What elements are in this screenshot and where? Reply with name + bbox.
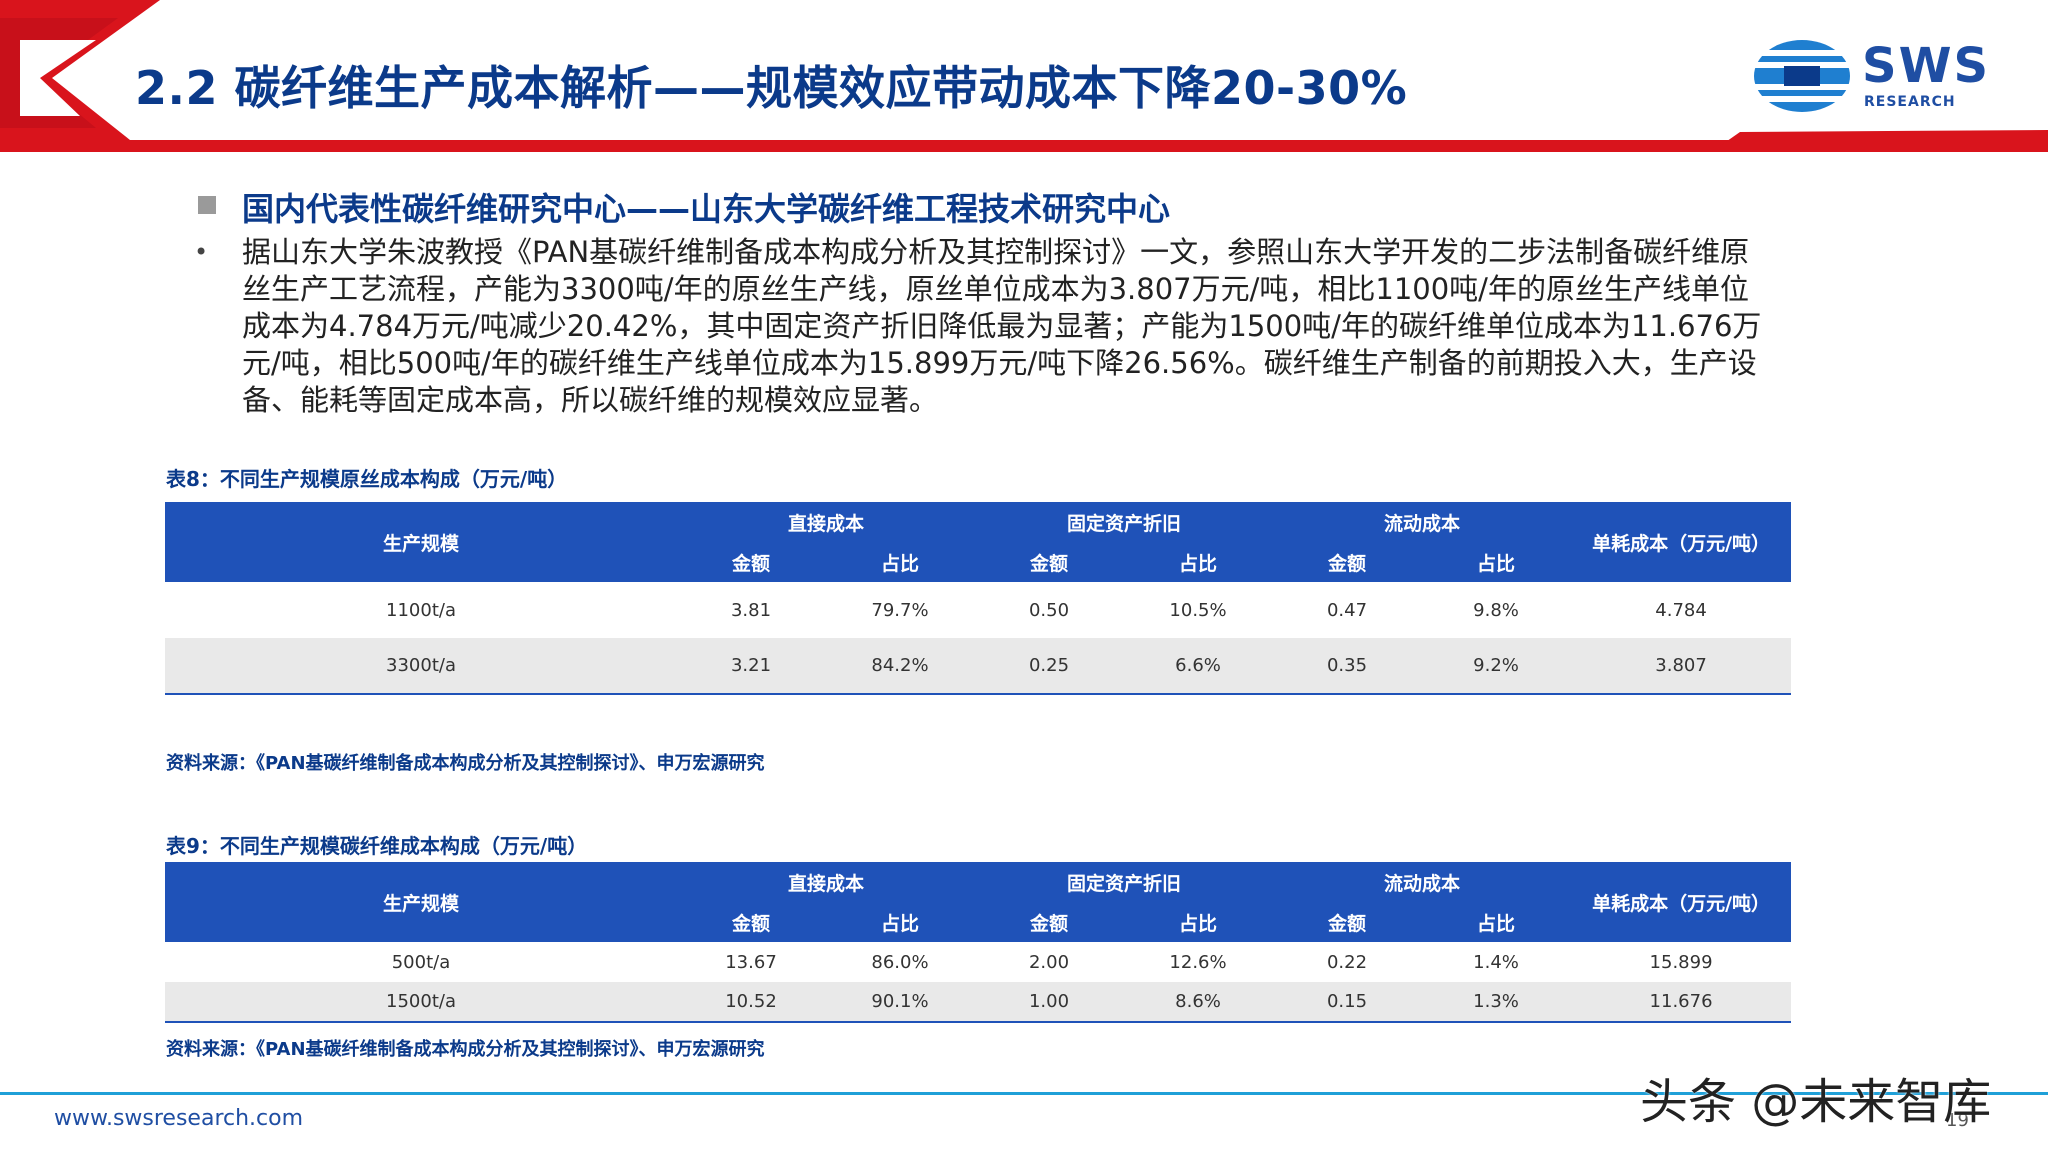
table-cell: 84.2% xyxy=(825,638,976,695)
table-cell: 3300t/a xyxy=(165,638,677,695)
table-cell: 0.35 xyxy=(1273,638,1422,695)
table8-header-ratio: 占比 xyxy=(1123,542,1274,582)
table9-header-flow: 流动成本 xyxy=(1273,862,1572,902)
table-cell: 0.47 xyxy=(1326,599,1368,621)
table-row: 1500t/a 10.52 90.1% 1.00 8.6% 0.15 1.3% … xyxy=(165,982,1792,1023)
table9-header-unit: 单耗成本（万元/吨） xyxy=(1571,862,1792,942)
table8-header-amount: 金额 xyxy=(975,542,1124,582)
table-cell: 86.0% xyxy=(871,951,929,973)
header-white-cut xyxy=(20,40,96,116)
table-cell: 0.50 xyxy=(1028,599,1070,621)
table8-header-ratio: 占比 xyxy=(825,542,976,582)
square-bullet-icon xyxy=(198,196,216,214)
table9-header-ratio: 占比 xyxy=(825,902,976,942)
table9-header-ratio: 占比 xyxy=(1421,902,1572,942)
globe-logo-icon xyxy=(1754,40,1850,112)
table-row: 500t/a 13.67 86.0% 2.00 12.6% 0.22 1.4% … xyxy=(165,942,1791,982)
table8-header-amount: 金额 xyxy=(1273,542,1422,582)
table9-caption: 表9：不同生产规模碳纤维成本构成（万元/吨） xyxy=(166,834,588,858)
table9-source: 资料来源：《PAN基碳纤维制备成本构成分析及其控制探讨》、申万宏源研究 xyxy=(166,1039,765,1060)
section-heading-text: 国内代表性碳纤维研究中心——山东大学碳纤维工程技术研究中心 xyxy=(242,190,1171,228)
table-cell: 3.81 xyxy=(730,599,772,621)
table-row: 3300t/a 3.21 84.2% 0.25 6.6% 0.35 9.2% 3… xyxy=(165,638,1792,695)
table-cell: 9.8% xyxy=(1473,599,1519,621)
table9-header-amount: 金额 xyxy=(677,902,825,942)
logo-subtext: RESEARCH xyxy=(1864,94,1956,110)
table-cell: 1100t/a xyxy=(386,599,456,621)
table8-header-ratio: 占比 xyxy=(1421,542,1572,582)
page-number: 19 xyxy=(1946,1110,1969,1131)
table-cell: 0.25 xyxy=(975,638,1124,695)
table-cell: 8.6% xyxy=(1123,982,1274,1023)
table-cell: 1500t/a xyxy=(165,982,677,1023)
table-cell: 2.00 xyxy=(1028,951,1070,973)
table-cell: 1.4% xyxy=(1473,951,1519,973)
footer-divider xyxy=(0,1092,2048,1095)
page-title: 2.2 碳纤维生产成本解析——规模效应带动成本下降20-30% xyxy=(135,61,1408,115)
table-cell: 11.676 xyxy=(1571,982,1792,1023)
table8-header-amount: 金额 xyxy=(677,542,825,582)
table9-header-ratio: 占比 xyxy=(1123,902,1274,942)
table-cell: 10.5% xyxy=(1169,599,1227,621)
table-cell: 12.6% xyxy=(1169,951,1227,973)
bullet-dot: • xyxy=(194,238,209,266)
table-cell: 3.807 xyxy=(1571,638,1792,695)
table-cell: 10.52 xyxy=(677,982,825,1023)
table-row: 1100t/a 3.81 79.7% 0.50 10.5% 0.47 9.8% … xyxy=(165,582,1791,638)
table8: 生产规模 直接成本 固定资产折旧 流动成本 单耗成本（万元/吨） 金额 占比 金… xyxy=(165,502,1792,695)
table-cell: 3.21 xyxy=(677,638,825,695)
footer-url-link[interactable]: www.swsresearch.com xyxy=(54,1106,304,1131)
table-cell: 6.6% xyxy=(1123,638,1274,695)
logo-text: SWS xyxy=(1862,38,1991,94)
header-band xyxy=(0,0,2048,152)
table-cell: 90.1% xyxy=(825,982,976,1023)
table-cell: 0.15 xyxy=(1273,982,1422,1023)
table-cell: 500t/a xyxy=(391,951,451,973)
table-cell: 13.67 xyxy=(725,951,777,973)
body-paragraph: 据山东大学朱波教授《PAN基碳纤维制备成本构成分析及其控制探讨》一文，参照山东大… xyxy=(242,235,1762,417)
table-cell: 9.2% xyxy=(1421,638,1572,695)
table9-header-scale: 生产规模 xyxy=(165,862,677,942)
section-heading: 国内代表性碳纤维研究中心——山东大学碳纤维工程技术研究中心 xyxy=(198,184,1170,230)
table8-header-unit: 单耗成本（万元/吨） xyxy=(1571,502,1792,582)
sws-logo: SWS RESEARCH xyxy=(1752,36,2012,116)
table8-header-direct: 直接成本 xyxy=(677,502,976,542)
table9-header-amount: 金额 xyxy=(1273,902,1422,942)
table-cell: 1.00 xyxy=(975,982,1124,1023)
table8-header-scale: 生产规模 xyxy=(165,502,677,582)
table9-header-amount: 金额 xyxy=(975,902,1124,942)
table-cell: 0.22 xyxy=(1326,951,1368,973)
table9: 生产规模 直接成本 固定资产折旧 流动成本 单耗成本（万元/吨） 金额 占比 金… xyxy=(165,862,1792,1023)
table9-header-fixed: 固定资产折旧 xyxy=(975,862,1274,902)
watermark: 头条 @未来智库 xyxy=(1640,1074,1992,1130)
table9-header-direct: 直接成本 xyxy=(677,862,976,902)
header-red-right xyxy=(1720,130,2048,146)
table-cell: 4.784 xyxy=(1655,599,1707,621)
table-cell: 15.899 xyxy=(1649,951,1713,973)
table-cell: 1.3% xyxy=(1421,982,1572,1023)
table-cell: 79.7% xyxy=(871,599,929,621)
table8-source: 资料来源：《PAN基碳纤维制备成本构成分析及其控制探讨》、申万宏源研究 xyxy=(166,753,765,774)
table8-header-flow: 流动成本 xyxy=(1273,502,1572,542)
table8-caption: 表8：不同生产规模原丝成本构成（万元/吨） xyxy=(166,467,568,491)
table8-header-fixed: 固定资产折旧 xyxy=(975,502,1274,542)
